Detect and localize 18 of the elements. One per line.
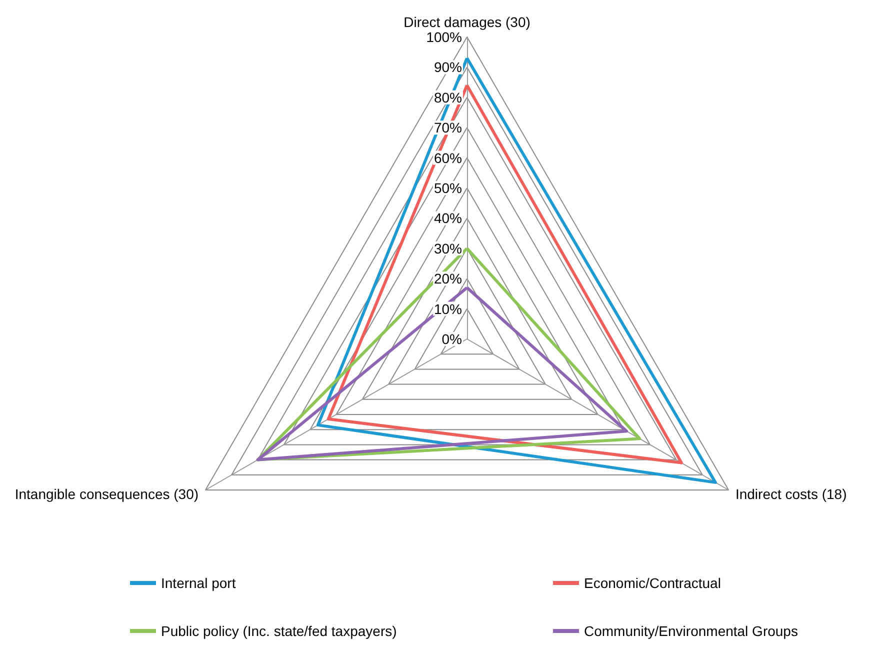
y-tick-label: 20%	[434, 270, 462, 287]
y-tick-label: 10%	[434, 300, 462, 317]
y-tick-label: 60%	[434, 150, 462, 166]
y-tick-label: 90%	[434, 59, 462, 76]
y-tick-label: 100%	[426, 29, 462, 45]
y-tick-label: 70%	[434, 120, 462, 136]
legend-label: Internal port	[161, 575, 236, 591]
y-tick-label: 0%	[442, 331, 462, 347]
spoke-label: Intangible consequences (30)	[14, 486, 199, 502]
y-tick-label: 50%	[434, 180, 462, 196]
y-tick-label: 40%	[434, 210, 462, 226]
spoke-label: Indirect costs (18)	[735, 486, 847, 502]
y-tick-label: 30%	[434, 240, 462, 256]
spoke-label: Direct damages (30)	[404, 14, 530, 30]
legend-label: Community/Environmental Groups	[584, 623, 798, 639]
legend-label: Economic/Contractual	[584, 575, 721, 591]
y-tick-label: 80%	[434, 89, 462, 106]
legend-label: Public policy (Inc. state/fed taxpayers)	[161, 623, 397, 639]
